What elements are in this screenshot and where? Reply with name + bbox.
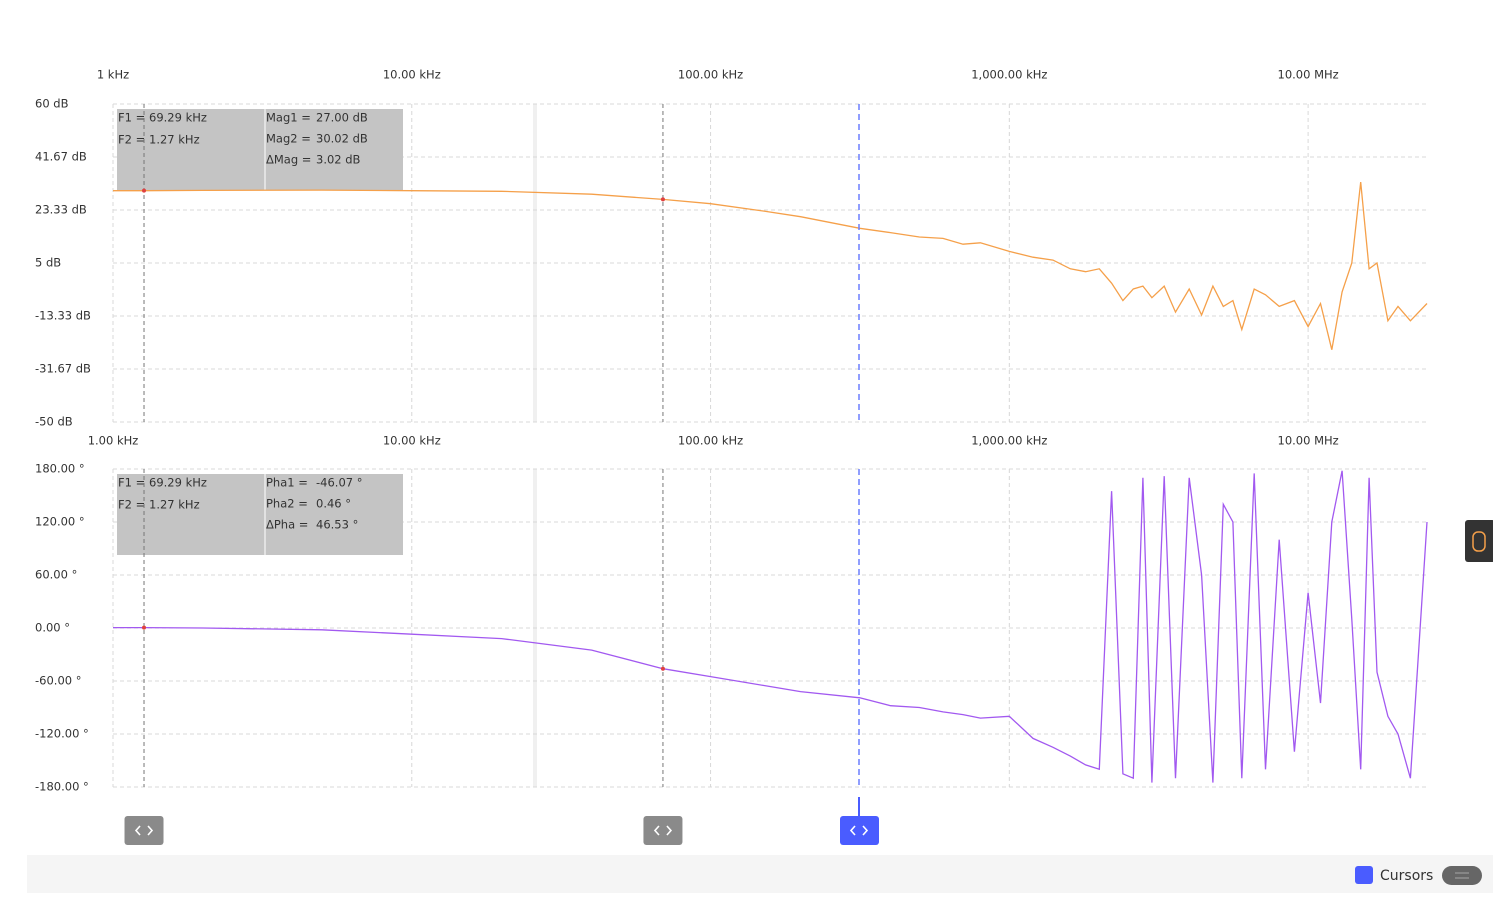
y-tick-label: 23.33 dB <box>35 203 87 217</box>
readout-label: F2 = <box>118 133 145 147</box>
readout-value: 30.02 dB <box>316 132 368 146</box>
data-line <box>113 182 1428 350</box>
readout-label: Mag2 = <box>266 132 311 146</box>
readout-box <box>117 109 403 190</box>
readout-value: -46.07 ° <box>316 476 362 490</box>
x-tick-label: 10.00 kHz <box>383 68 441 82</box>
y-tick-label: 0.00 ° <box>35 621 70 635</box>
readout-label: Pha2 = <box>266 497 308 511</box>
side-tab[interactable] <box>1465 520 1493 562</box>
toggle[interactable] <box>1442 866 1482 885</box>
y-tick-label: -50 dB <box>35 415 73 429</box>
cursor-point <box>142 188 147 193</box>
y-tick-label: 5 dB <box>35 256 61 270</box>
legend-label: Cursors <box>1380 868 1433 884</box>
y-tick-label: -13.33 dB <box>35 308 91 322</box>
x-tick-label: 100.00 kHz <box>678 68 743 82</box>
y-tick-label: 60.00 ° <box>35 568 77 582</box>
cursor-handle[interactable] <box>643 816 683 845</box>
x-tick-label: 1,000.00 kHz <box>971 68 1047 82</box>
readout-label: F2 = <box>118 498 145 512</box>
y-tick-label: -180.00 ° <box>35 780 89 794</box>
readout-value: 46.53 ° <box>316 518 358 532</box>
readout-label: F1 = <box>118 476 145 490</box>
readout-value: 1.27 kHz <box>149 133 200 147</box>
y-tick-label: 120.00 ° <box>35 515 85 529</box>
data-line <box>113 470 1428 783</box>
y-tick-label: 180.00 ° <box>35 462 85 476</box>
readout-value: 1.27 kHz <box>149 498 200 512</box>
readout-value: 0.46 ° <box>316 497 351 511</box>
readout-label: Pha1 = <box>266 476 308 490</box>
y-tick-label: -31.67 dB <box>35 362 91 376</box>
footer-bar <box>27 855 1493 893</box>
x-tick-label: 10.00 MHz <box>1278 68 1339 82</box>
cursor-handle[interactable] <box>124 816 164 845</box>
active-cursor-handle[interactable] <box>840 816 879 845</box>
readout-label: ΔMag = <box>266 153 311 167</box>
readout-label: F1 = <box>118 111 145 125</box>
cursor-point <box>660 197 665 202</box>
cursor-point <box>660 666 665 671</box>
legend-swatch <box>1355 866 1373 884</box>
x-tick-label: 10.00 MHz <box>1278 434 1339 448</box>
readout-box <box>117 474 403 555</box>
readout-label: ΔPha = <box>266 518 308 532</box>
plots: 60 dB 41.67 dB 23.33 dB 5 dB -13.33 dB -31.67… <box>35 68 1428 845</box>
y-tick-label: 41.67 dB <box>35 149 87 163</box>
cursor-point <box>142 625 147 630</box>
x-tick-label: 100.00 kHz <box>678 434 743 448</box>
cursor-handle-icon <box>653 825 673 836</box>
y-tick-label: 60 dB <box>35 97 69 111</box>
readout-value: 3.02 dB <box>316 153 361 167</box>
cursor-handle-body <box>124 816 164 845</box>
readout-value: 27.00 dB <box>316 111 368 125</box>
cursor-handle-icon <box>134 825 154 836</box>
readout-value: 69.29 kHz <box>149 111 207 125</box>
x-tick-label: 1 kHz <box>97 68 129 82</box>
x-tick-label: 1.00 kHz <box>88 434 139 448</box>
readout-value: 69.29 kHz <box>149 476 207 490</box>
y-tick-label: -120.00 ° <box>35 727 89 741</box>
x-tick-label: 1,000.00 kHz <box>971 434 1047 448</box>
x-tick-label: 10.00 kHz <box>383 434 441 448</box>
cursor-handle-body <box>643 816 683 845</box>
readout-label: Mag1 = <box>266 111 311 125</box>
y-tick-label: -60.00 ° <box>35 674 81 688</box>
